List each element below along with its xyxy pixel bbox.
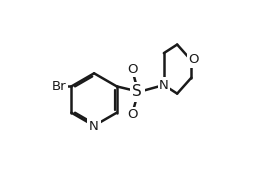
Text: O: O xyxy=(128,108,138,121)
Text: O: O xyxy=(128,63,138,76)
Text: S: S xyxy=(132,84,142,99)
Text: N: N xyxy=(159,79,169,92)
Text: N: N xyxy=(89,120,99,133)
Text: Br: Br xyxy=(52,80,67,93)
Text: O: O xyxy=(188,53,199,66)
